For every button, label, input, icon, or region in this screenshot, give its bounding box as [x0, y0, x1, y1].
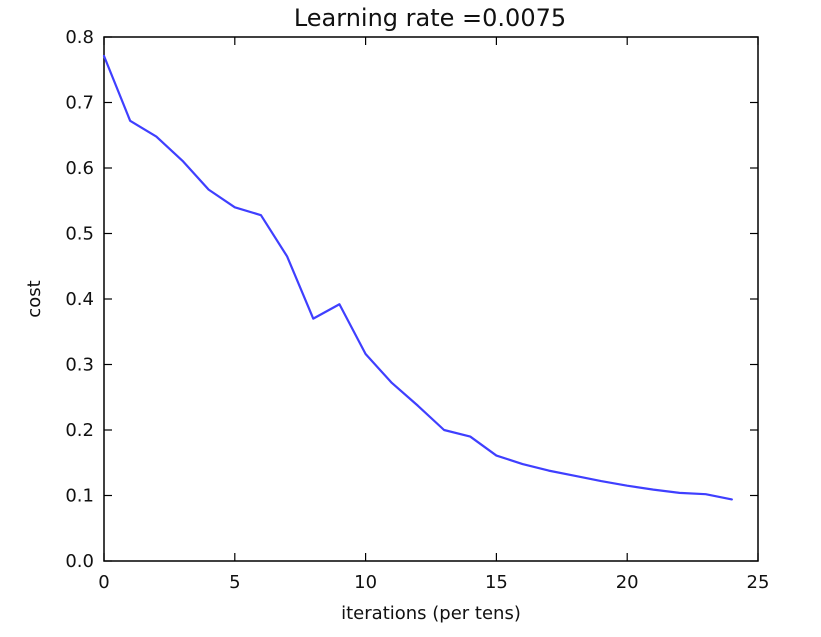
series-layer [102, 54, 733, 501]
y-axis-ticks: 0.0 0.1 0.2 0.3 0.4 0.5 0.6 0.7 0.8 [65, 27, 758, 572]
x-tick-label: 5 [229, 572, 240, 593]
x-tick-label: 10 [354, 572, 377, 593]
y-tick-label: 0.4 [65, 289, 94, 310]
y-tick-label: 0.3 [65, 355, 94, 376]
x-axis-label: iterations (per tens) [341, 603, 521, 624]
x-tick-label: 15 [485, 572, 508, 593]
y-tick-label: 0.8 [65, 27, 94, 48]
y-tick-label: 0.0 [65, 551, 94, 572]
x-tick-label: 0 [98, 572, 109, 593]
cost-series-line [102, 54, 733, 501]
x-tick-label: 25 [747, 572, 770, 593]
chart-title: Learning rate =0.0075 [294, 4, 566, 32]
y-tick-label: 0.6 [65, 158, 94, 179]
plot-frame [103, 36, 759, 562]
y-axis-label: cost [24, 280, 45, 317]
y-tick-label: 0.2 [65, 420, 94, 441]
y-tick-label: 0.1 [65, 486, 94, 507]
y-tick-label: 0.5 [65, 224, 94, 245]
x-tick-label: 20 [616, 572, 639, 593]
x-axis-ticks: 0 5 10 15 20 25 [98, 37, 769, 593]
y-tick-label: 0.7 [65, 93, 94, 114]
